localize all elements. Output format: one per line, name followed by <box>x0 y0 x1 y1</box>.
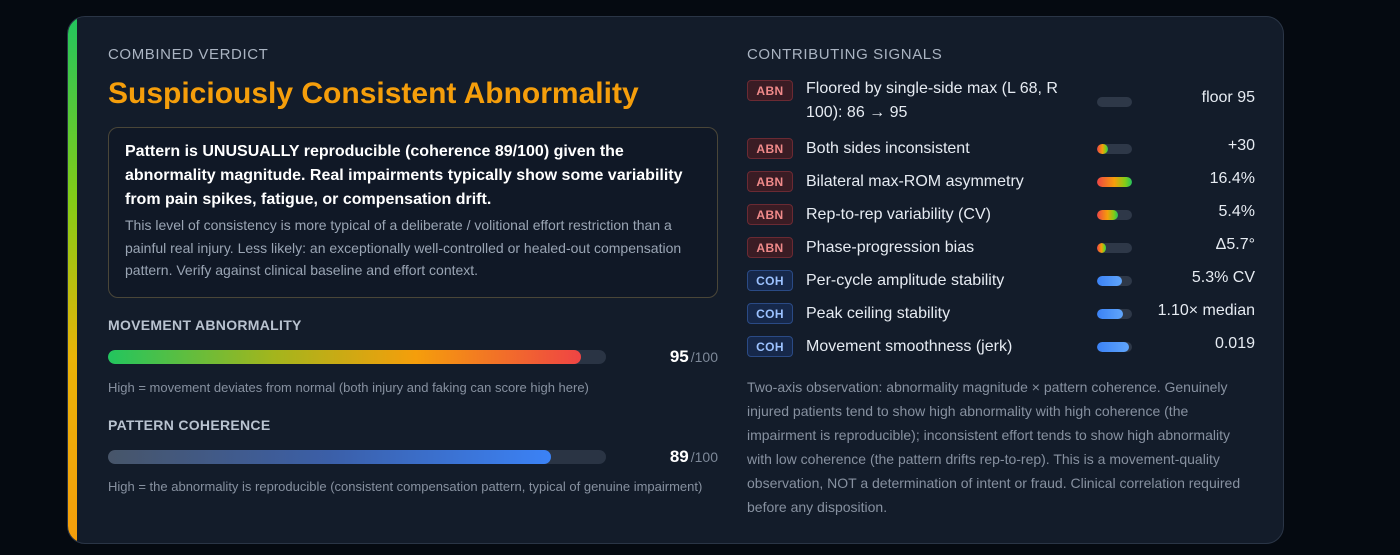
signal-value: 1.10× median <box>1157 302 1255 319</box>
signal-row: ABN Phase-progression bias Δ5.7° <box>747 236 1255 262</box>
verdict-label: COMBINED VERDICT <box>108 46 269 63</box>
signal-tag: COH <box>747 336 793 357</box>
signal-strength-bar <box>1097 243 1132 253</box>
abnormality-bar <box>108 350 606 364</box>
signal-strength-bar <box>1097 342 1132 352</box>
coherence-label: PATTERN COHERENCE <box>108 417 271 433</box>
coherence-note: High = the abnormality is reproducible (… <box>108 479 703 494</box>
abnormality-bar-fill <box>108 350 582 364</box>
signal-strength-bar <box>1097 177 1132 187</box>
coherence-score-max: /100 <box>690 449 718 465</box>
coherence-bar-fill <box>108 450 552 464</box>
signal-value: floor 95 <box>1201 89 1255 106</box>
abnormality-score-value: 95 <box>669 347 689 366</box>
signals-column: CONTRIBUTING SIGNALS ABN Floored by singl… <box>747 17 1255 543</box>
signal-tag: ABN <box>747 138 793 159</box>
signal-row: ABN Rep-to-rep variability (CV) 5.4% <box>747 203 1255 229</box>
signal-strength-bar <box>1097 276 1132 286</box>
signal-strength-fill <box>1097 177 1132 187</box>
signal-tag: COH <box>747 303 793 324</box>
signal-tag: COH <box>747 270 793 291</box>
signal-strength-fill <box>1097 276 1122 286</box>
verdict-detail: This level of consistency is more typica… <box>125 217 682 278</box>
coherence-bar <box>108 450 606 464</box>
signal-tag: ABN <box>747 237 793 258</box>
verdict-title: Suspiciously Consistent Abnormality <box>108 77 639 110</box>
signal-row: ABN Floored by single-side max (L 68, R 1… <box>747 77 1255 129</box>
signal-strength-bar <box>1097 97 1132 107</box>
signal-text: Both sides inconsistent <box>806 140 970 157</box>
signal-text: Rep-to-rep variability (CV) <box>806 206 991 223</box>
signal-tag: ABN <box>747 171 793 192</box>
accent-strip <box>68 17 77 543</box>
signal-value: +30 <box>1227 137 1255 154</box>
abnormality-label: MOVEMENT ABNORMALITY <box>108 317 302 333</box>
signal-strength-fill <box>1097 144 1108 154</box>
abnormality-score-max: /100 <box>690 349 718 365</box>
verdict-column: COMBINED VERDICT Suspiciously Consistent… <box>108 17 718 543</box>
signal-value: 5.4% <box>1218 203 1255 220</box>
signal-text: Floored by single-side max (L 68, R 100)… <box>806 80 1058 121</box>
signal-row: COH Peak ceiling stability 1.10× median <box>747 302 1255 328</box>
signal-text: Peak ceiling stability <box>806 305 951 322</box>
coherence-score-value: 89 <box>669 447 689 466</box>
signals-label: CONTRIBUTING SIGNALS <box>747 46 943 63</box>
signal-row: COH Per-cycle amplitude stability 5.3% CV <box>747 269 1255 295</box>
abnormality-score: 95/100 <box>618 347 718 367</box>
coherence-score: 89/100 <box>618 447 718 467</box>
signal-strength-fill <box>1097 243 1106 253</box>
signal-strength-bar <box>1097 210 1132 220</box>
signal-value: 0.019 <box>1214 335 1255 352</box>
signal-value: 5.3% CV <box>1191 269 1255 286</box>
footnote: Two-axis observation: abnormality magnit… <box>747 379 1241 515</box>
signal-strength-bar <box>1097 309 1132 319</box>
signal-tag: ABN <box>747 80 793 101</box>
signal-strength-fill <box>1097 309 1124 319</box>
signal-strength-fill <box>1097 210 1118 220</box>
signal-value: 16.4% <box>1209 170 1255 187</box>
abnormality-note: High = movement deviates from normal (bo… <box>108 380 589 395</box>
verdict-summary: Pattern is UNUSUALLY reproducible (coher… <box>125 143 683 208</box>
signal-row: ABN Both sides inconsistent +30 <box>747 137 1255 163</box>
signal-tag: ABN <box>747 204 793 225</box>
signal-text: Per-cycle amplitude stability <box>806 272 1005 289</box>
signal-row: ABN Bilateral max-ROM asymmetry 16.4% <box>747 170 1255 196</box>
signal-text: Bilateral max-ROM asymmetry <box>806 173 1024 190</box>
signal-value: Δ5.7° <box>1215 236 1255 253</box>
signal-text: Movement smoothness (jerk) <box>806 338 1013 355</box>
verdict-explanation-box: Pattern is UNUSUALLY reproducible (coher… <box>108 127 718 298</box>
signal-strength-bar <box>1097 144 1132 154</box>
signal-strength-fill <box>1097 342 1129 352</box>
signal-text: Phase-progression bias <box>806 239 975 256</box>
verdict-card: COMBINED VERDICT Suspiciously Consistent… <box>67 16 1284 544</box>
signal-row: COH Movement smoothness (jerk) 0.019 <box>747 335 1255 361</box>
